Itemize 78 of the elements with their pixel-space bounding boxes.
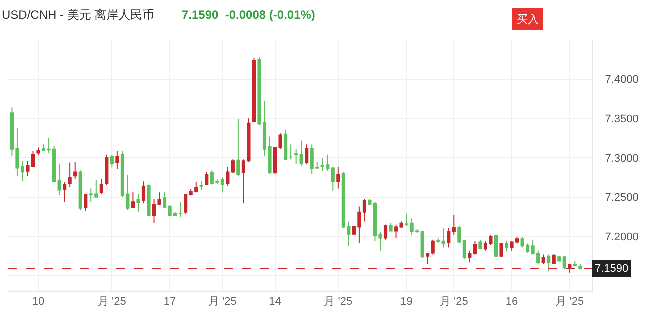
candlestick — [305, 144, 309, 165]
candlestick — [394, 224, 398, 239]
candlestick — [500, 242, 504, 258]
candlestick — [452, 214, 456, 236]
y-tick-label: 7.3500 — [605, 114, 639, 126]
x-tick-label: 月 '25 — [324, 296, 353, 308]
x-tick-label: 10 — [32, 296, 45, 308]
candlestick — [294, 148, 298, 165]
candlestick — [400, 221, 404, 229]
candlestick — [78, 170, 82, 210]
candlestick — [473, 240, 477, 256]
x-tick-label: 月 '25 — [440, 296, 468, 308]
x-tick-label: 17 — [164, 296, 176, 308]
candlestick — [447, 228, 451, 248]
candlestick — [142, 181, 146, 204]
x-tick-label: 16 — [506, 296, 518, 308]
x-tick-label: 月 '25 — [208, 296, 237, 308]
y-tick-label: 7.2500 — [605, 192, 639, 204]
candlestick — [558, 256, 562, 262]
candlestick — [504, 240, 509, 252]
text: 买入 — [517, 13, 539, 26]
x-tick-label: 19 — [400, 296, 413, 308]
candlestick — [116, 150, 120, 170]
candlestick — [420, 230, 424, 258]
candlestick — [562, 256, 566, 270]
candlestick — [63, 182, 67, 203]
candlestick — [331, 166, 335, 192]
candlestick — [84, 194, 88, 212]
candlestick — [362, 198, 366, 222]
candlestick — [131, 192, 136, 209]
candlestick — [42, 144, 46, 152]
candlestick — [336, 166, 340, 190]
candlestick — [552, 254, 556, 265]
candlestick — [136, 194, 140, 213]
candlestick — [68, 162, 72, 188]
candlestick — [147, 184, 151, 216]
x-tick-label: 月 '25 — [556, 296, 584, 308]
candlestick — [289, 144, 293, 160]
candlestick — [220, 177, 224, 194]
candlestick — [426, 252, 430, 265]
y-tick-label: 7.4000 — [605, 74, 639, 86]
candlestick — [462, 239, 466, 260]
candlestick — [105, 154, 109, 186]
candlestick — [226, 166, 230, 187]
candlestick — [163, 192, 167, 209]
candlestick — [200, 181, 204, 191]
candlestick — [178, 202, 182, 218]
candlestick — [58, 164, 62, 196]
candlestick — [542, 254, 546, 265]
candlestick — [252, 58, 256, 124]
x-tick-label: 月 '25 — [98, 296, 126, 308]
candlestick — [231, 159, 235, 174]
y-tick-label: 7.3000 — [605, 152, 639, 165]
candlestick — [284, 130, 288, 161]
candlestick — [384, 224, 388, 240]
candlestick — [494, 234, 498, 258]
candlestick — [389, 222, 393, 232]
candlestick — [36, 147, 40, 156]
candlestick — [205, 172, 209, 186]
candlestick — [300, 140, 304, 166]
candlestick — [236, 118, 240, 177]
candlestick — [436, 238, 440, 244]
candlestick — [74, 161, 78, 180]
candlestick — [468, 250, 472, 264]
chart-subtitle: 7.1590 -0.0008 (-0.01%) — [182, 8, 316, 22]
y-tick-label: 7.2000 — [605, 232, 639, 244]
x-tick-label: 14 — [269, 296, 282, 308]
candlestick — [547, 254, 551, 272]
candlestick — [442, 228, 446, 248]
candlestick — [458, 226, 462, 244]
candlestick — [431, 239, 435, 256]
candlestick — [478, 239, 482, 250]
candlestick — [405, 213, 409, 227]
chart-title: USD/CNH - 美元 离岸人民币 — [2, 8, 155, 22]
candlestick — [110, 154, 114, 168]
candlestick — [184, 194, 188, 214]
candlestick — [100, 178, 104, 195]
ref-line-label: 7.1590 — [595, 263, 629, 275]
